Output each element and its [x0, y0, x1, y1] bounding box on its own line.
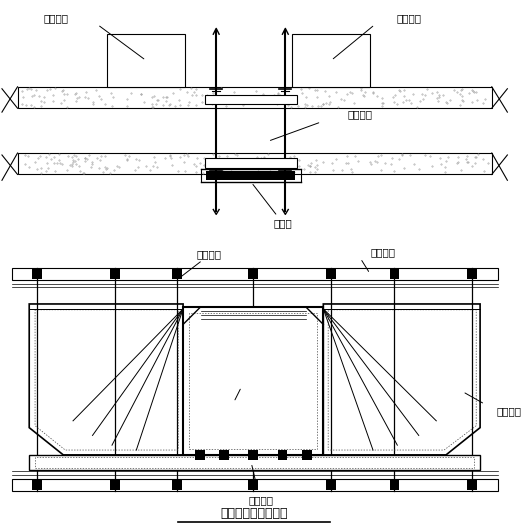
Bar: [195, 450, 204, 460]
Bar: [204, 95, 297, 104]
Bar: [12, 268, 497, 280]
Bar: [468, 480, 477, 490]
Polygon shape: [29, 304, 183, 455]
Bar: [29, 455, 480, 469]
Bar: [18, 153, 492, 175]
Polygon shape: [323, 304, 480, 455]
Bar: [390, 269, 399, 279]
Bar: [204, 158, 297, 168]
Bar: [189, 313, 317, 449]
Bar: [107, 34, 185, 87]
Bar: [248, 450, 258, 460]
Bar: [32, 480, 42, 490]
Bar: [248, 269, 258, 279]
Bar: [326, 480, 336, 490]
Bar: [35, 457, 474, 468]
Bar: [219, 450, 229, 460]
Bar: [326, 269, 336, 279]
Bar: [173, 269, 182, 279]
Bar: [18, 87, 492, 108]
Bar: [110, 480, 120, 490]
Text: 内模系统: 内模系统: [210, 404, 234, 414]
Bar: [390, 480, 399, 490]
Text: 承重横梁: 承重横梁: [370, 247, 395, 258]
Bar: [32, 269, 42, 279]
Text: 承重梁: 承重梁: [273, 218, 292, 228]
Text: 配重水筱: 配重水筱: [396, 14, 422, 24]
Bar: [248, 480, 258, 490]
Bar: [173, 480, 182, 490]
Bar: [183, 307, 323, 455]
Bar: [110, 269, 120, 279]
Bar: [292, 34, 370, 87]
Text: 劲性骨架: 劲性骨架: [348, 109, 373, 119]
Text: 悬吐系统: 悬吐系统: [197, 249, 222, 259]
Bar: [302, 450, 312, 460]
Text: 外模系统: 外模系统: [497, 406, 521, 416]
Text: 中跳合拾吸架示意图: 中跳合拾吸架示意图: [220, 507, 288, 520]
Text: 配重水筱: 配重水筱: [44, 14, 69, 24]
Bar: [278, 450, 287, 460]
Bar: [12, 479, 497, 491]
Bar: [468, 269, 477, 279]
Bar: [207, 170, 295, 181]
Text: 底模系统: 底模系统: [248, 495, 274, 504]
